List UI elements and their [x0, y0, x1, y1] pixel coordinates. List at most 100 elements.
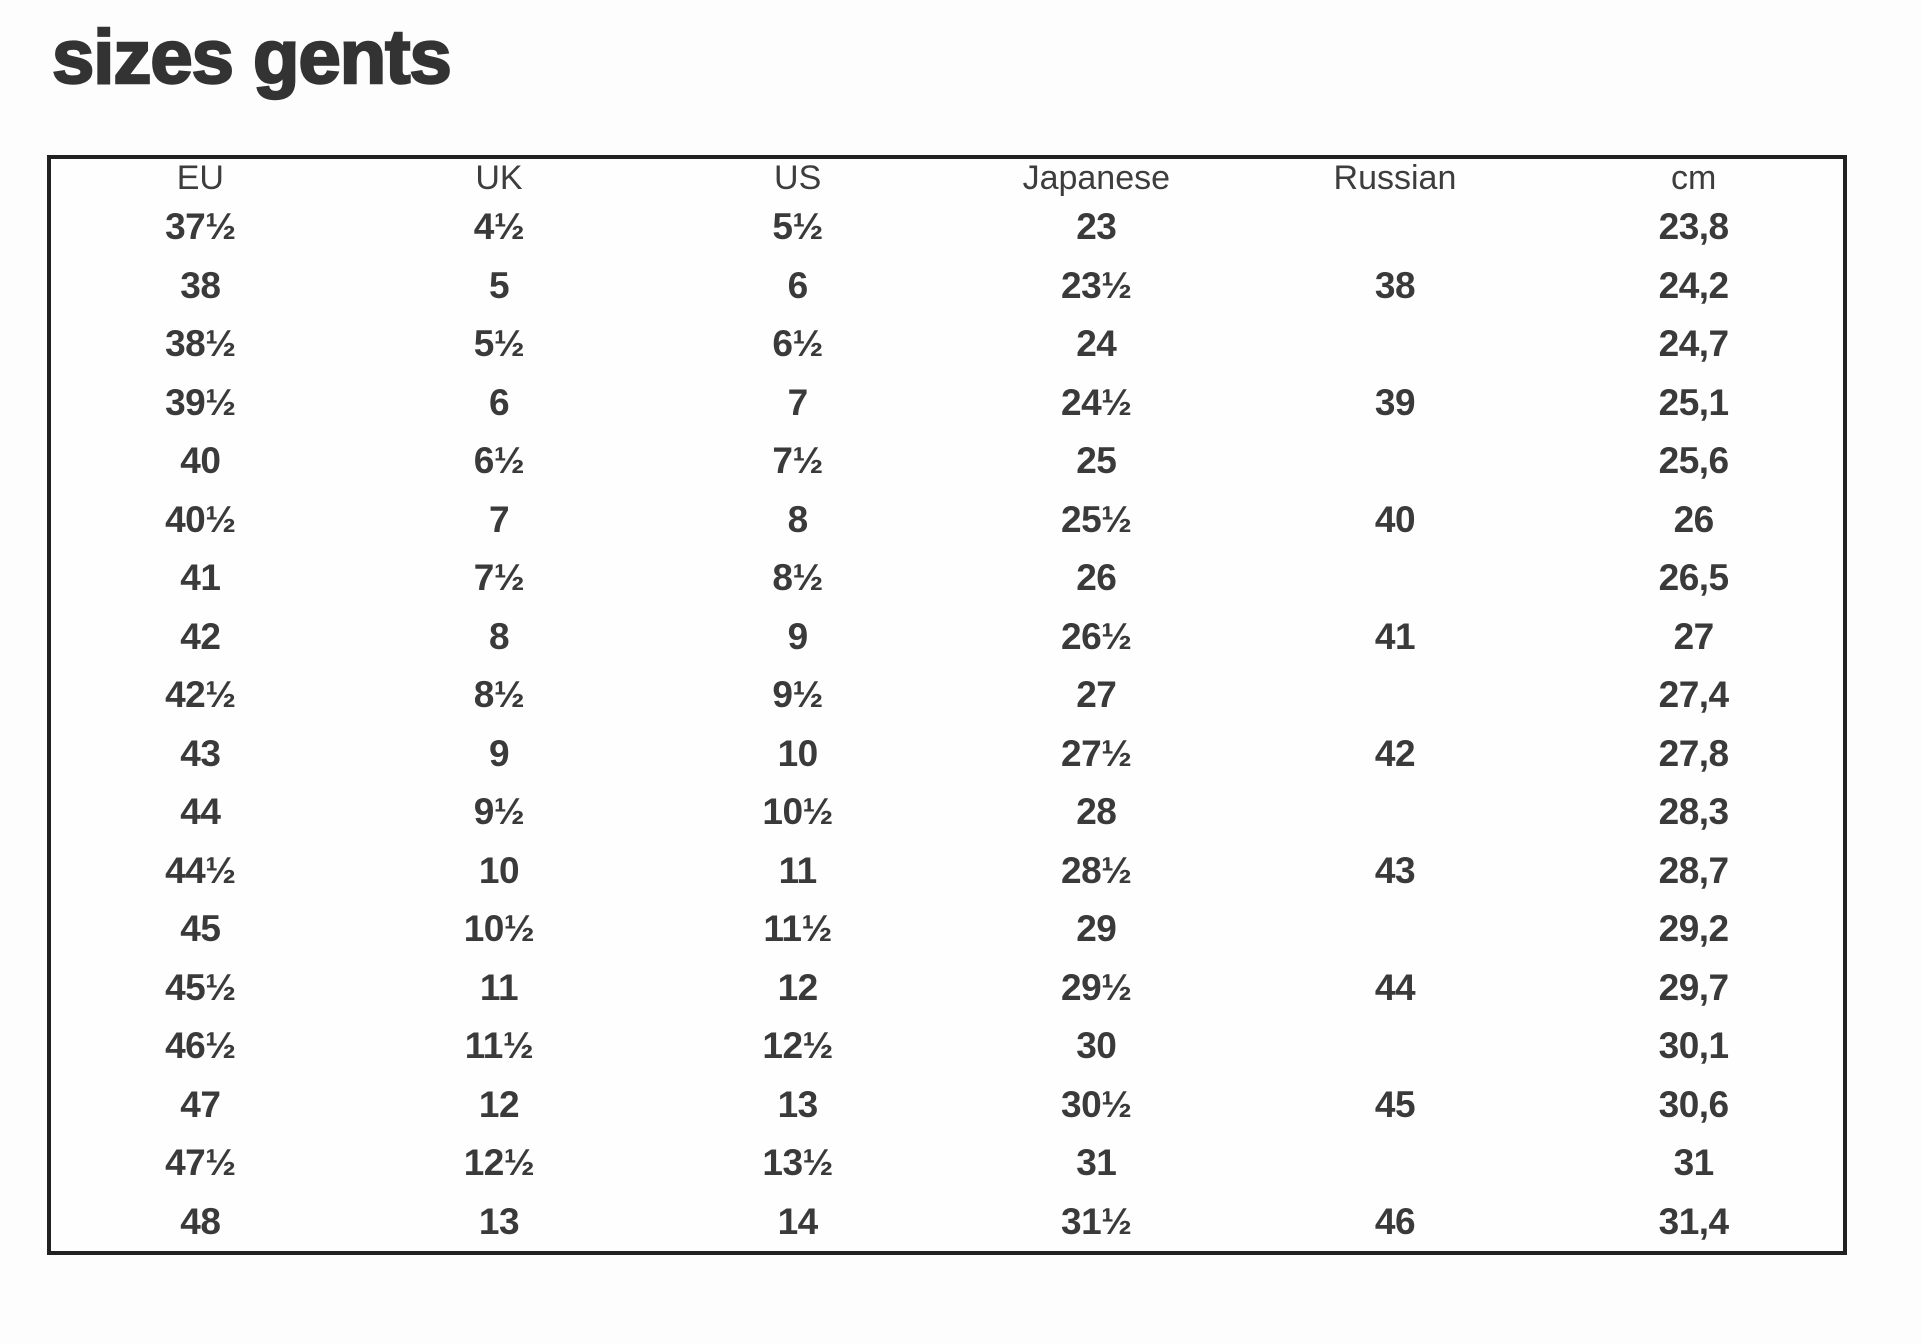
size-cell: 31 — [1673, 1142, 1715, 1184]
table-row: 45 10½ 11½ 29 29,2 — [51, 900, 1843, 959]
size-cell: 25,1 — [1658, 381, 1730, 423]
size-cell: 41 — [1374, 615, 1416, 657]
header-row: EU UK US Japanese Russian cm — [51, 159, 1843, 198]
size-cell: 28 — [1076, 791, 1117, 833]
column-header-russian: Russian — [1333, 159, 1457, 197]
size-cell: 6½ — [473, 440, 525, 482]
size-cell: 6 — [488, 381, 510, 423]
column-header-cm: cm — [1670, 159, 1717, 197]
size-cell: 9 — [787, 615, 809, 657]
size-cell: 25 — [1076, 440, 1117, 482]
size-cell: 25,6 — [1658, 440, 1730, 482]
size-cell: 38½ — [165, 323, 236, 365]
size-cell: 8 — [488, 615, 510, 657]
size-cell: 31,4 — [1658, 1200, 1730, 1242]
size-cell: 48 — [180, 1200, 221, 1242]
size-cell: 10 — [777, 732, 819, 774]
column-header-uk: UK — [475, 159, 523, 197]
size-cell: 30,6 — [1658, 1083, 1730, 1125]
size-cell — [1246, 666, 1545, 725]
size-cell: 27,4 — [1658, 674, 1730, 716]
table-row: 37½ 4½ 5½ 23 23,8 — [51, 198, 1843, 257]
size-cell — [1246, 198, 1545, 257]
table-row: 47½ 12½ 13½ 31 31 — [51, 1134, 1843, 1193]
size-cell: 24 — [1076, 323, 1117, 365]
size-cell: 13½ — [762, 1142, 833, 1184]
size-cell: 7 — [488, 498, 510, 540]
size-cell: 25½ — [1061, 498, 1132, 540]
size-cell: 29,2 — [1658, 908, 1730, 950]
size-cell: 26½ — [1061, 615, 1132, 657]
size-cell: 28,3 — [1658, 791, 1730, 833]
size-cell: 11 — [479, 966, 519, 1008]
size-cell: 45½ — [165, 966, 236, 1008]
size-cell: 39½ — [165, 381, 236, 423]
size-cell: 47 — [180, 1083, 221, 1125]
table-row: 45½ 11 12 29½ 44 29,7 — [51, 959, 1843, 1018]
size-cell: 23½ — [1061, 264, 1132, 306]
size-cell: 42½ — [165, 674, 236, 716]
size-cell: 44 — [1374, 966, 1416, 1008]
size-cell: 46½ — [165, 1025, 236, 1067]
table-row: 38 5 6 23½ 38 24,2 — [51, 257, 1843, 316]
table-row: 48 13 14 31½ 46 31,4 — [51, 1193, 1843, 1252]
size-cell: 42 — [1374, 732, 1416, 774]
size-cell: 46 — [1374, 1200, 1416, 1242]
size-cell: 5 — [488, 264, 510, 306]
size-cell: 39 — [1374, 381, 1416, 423]
size-cell: 26 — [1673, 498, 1715, 540]
size-cell: 8½ — [473, 674, 525, 716]
column-header-us: US — [774, 159, 822, 197]
size-cell: 44½ — [165, 849, 236, 891]
size-cell: 9½ — [772, 674, 823, 716]
table-row: 41 7½ 8½ 26 26,5 — [51, 549, 1843, 608]
page-title: sizes gents — [51, 14, 453, 101]
column-header-eu: EU — [176, 159, 224, 197]
size-cell: 44 — [180, 791, 221, 833]
size-cell: 7 — [787, 381, 809, 423]
size-cell: 27 — [1076, 674, 1117, 716]
size-cell: 8 — [787, 498, 809, 540]
table-row: 47 12 13 30½ 45 30,6 — [51, 1076, 1843, 1135]
size-cell: 43 — [1374, 849, 1416, 891]
size-cell — [1246, 900, 1545, 959]
size-cell: 30½ — [1061, 1083, 1132, 1125]
table-row: 46½ 11½ 12½ 30 30,1 — [51, 1017, 1843, 1076]
size-cell: 9 — [488, 732, 510, 774]
size-cell: 29 — [1076, 908, 1117, 950]
size-cell: 45 — [1374, 1083, 1416, 1125]
size-cell: 37½ — [165, 206, 236, 248]
size-cell: 8½ — [772, 557, 823, 599]
size-cell — [1246, 1017, 1545, 1076]
size-cell: 14 — [777, 1200, 819, 1242]
table-body: 37½ 4½ 5½ 23 23,8 38 5 6 23½ 38 24,2 38½ 5½ 6½ 24 24,7 3… — [51, 198, 1843, 1251]
size-cell: 24,2 — [1658, 264, 1730, 306]
size-cell: 5½ — [473, 323, 525, 365]
size-cell: 43 — [180, 732, 221, 774]
size-cell: 45 — [180, 908, 221, 950]
table-row: 44 9½ 10½ 28 28,3 — [51, 783, 1843, 842]
size-cell: 27 — [1673, 615, 1715, 657]
size-cell: 26 — [1076, 557, 1117, 599]
size-cell — [1246, 783, 1545, 842]
size-cell: 40 — [180, 440, 221, 482]
size-cell: 30 — [1076, 1025, 1117, 1067]
size-cell — [1246, 1134, 1545, 1193]
size-cell: 11½ — [763, 908, 832, 950]
table-row: 39½ 6 7 24½ 39 25,1 — [51, 374, 1843, 433]
size-cell: 31½ — [1061, 1200, 1132, 1242]
size-cell: 30,1 — [1658, 1025, 1730, 1067]
size-cell: 40 — [1374, 498, 1416, 540]
size-cell: 40½ — [165, 498, 236, 540]
size-cell — [1246, 549, 1545, 608]
size-cell: 7½ — [772, 440, 823, 482]
size-cell: 47½ — [165, 1142, 236, 1184]
size-conversion-table: EU UK US Japanese Russian cm 37½ 4½ 5½ 23 23,8 38 5… — [47, 155, 1847, 1255]
size-cell: 23 — [1076, 206, 1117, 248]
size-cell: 12½ — [762, 1025, 833, 1067]
table-row: 38½ 5½ 6½ 24 24,7 — [51, 315, 1843, 374]
table-row: 42½ 8½ 9½ 27 27,4 — [51, 666, 1843, 725]
size-cell: 5½ — [772, 206, 823, 248]
size-cell: 27½ — [1061, 732, 1132, 774]
